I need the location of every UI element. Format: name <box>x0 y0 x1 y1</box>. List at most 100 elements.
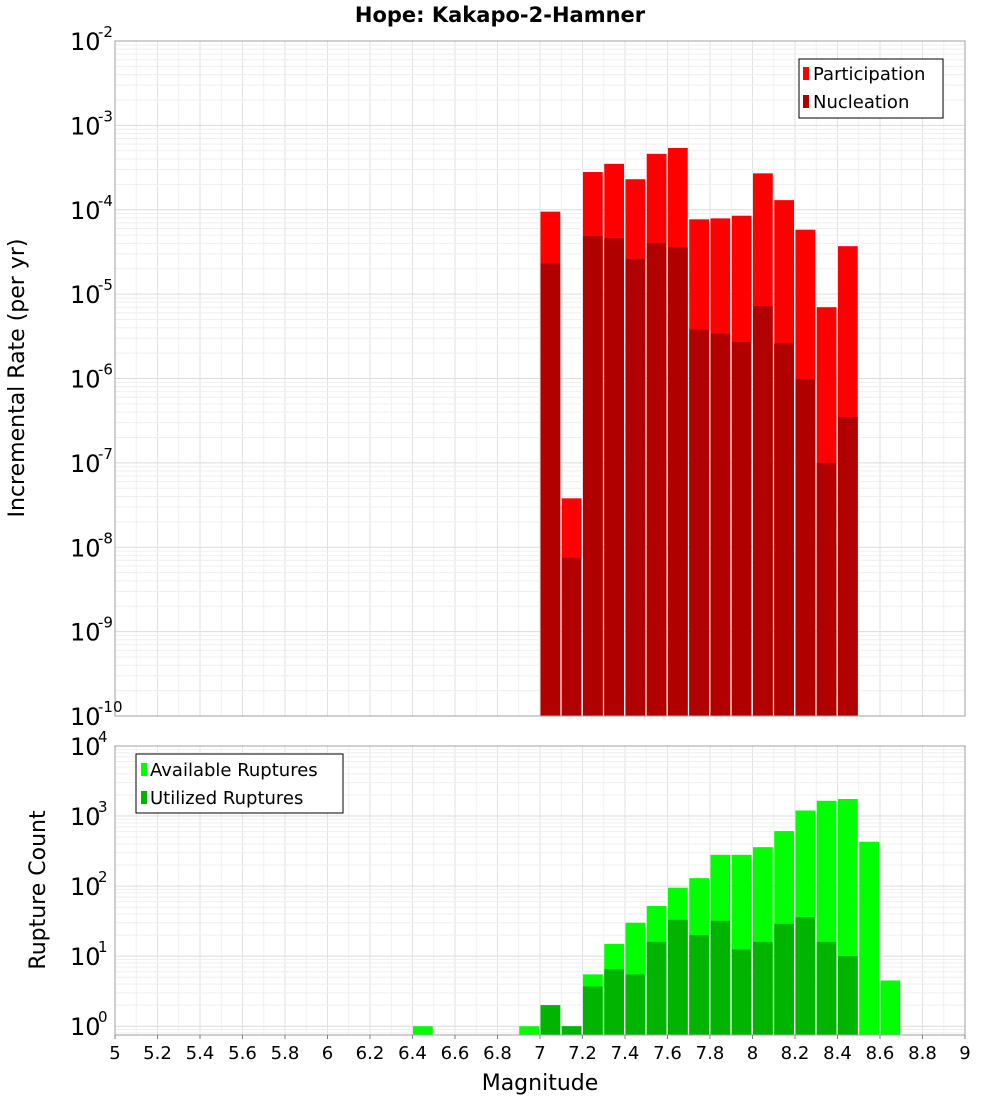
legend-swatch-participation <box>803 67 809 80</box>
bar-nucleation-7_45 <box>625 259 646 716</box>
count-y-tick-label: 10 <box>70 733 101 761</box>
count-y-tick-exponent: 2 <box>98 868 108 886</box>
bar-utilized-ruptures-7_15 <box>561 1026 582 1035</box>
rate-y-tick-label: 10 <box>70 197 101 225</box>
rate-y-tick-label: 10 <box>70 534 101 562</box>
bar-nucleation-8_25 <box>795 379 816 716</box>
x-tick-label: 5.8 <box>271 1043 300 1064</box>
x-tick-label: 5 <box>109 1043 120 1064</box>
bar-utilized-ruptures-7_75 <box>689 935 709 1035</box>
bar-utilized-ruptures-8_05 <box>753 941 773 1035</box>
x-tick-label: 7 <box>534 1043 545 1064</box>
x-tick-label: 6.8 <box>483 1043 512 1064</box>
x-tick-label: 6.6 <box>441 1043 470 1064</box>
count-y-tick-exponent: 4 <box>98 728 108 746</box>
bar-nucleation-7_55 <box>646 243 667 717</box>
legend-label-nucleation: Nucleation <box>813 92 909 113</box>
count-panel-legend: Available Ruptures Utilized Ruptures <box>135 753 344 814</box>
x-tick-label: 7.8 <box>696 1043 725 1064</box>
count-y-tick-exponent: 3 <box>98 798 108 816</box>
bar-utilized-ruptures-7_35 <box>604 969 624 1035</box>
legend-label-available-ruptures: Available Ruptures <box>150 760 318 781</box>
bar-utilized-ruptures-8_25 <box>795 917 816 1035</box>
count-panel-bars <box>413 799 901 1035</box>
x-tick-label: 8.4 <box>823 1043 852 1064</box>
x-axis-title: Magnitude <box>482 1071 599 1096</box>
rate-y-tick-exponent: -6 <box>98 361 113 379</box>
x-tick-label: 7.4 <box>611 1043 640 1064</box>
bar-utilized-ruptures-8_15 <box>774 923 794 1035</box>
bar-nucleation-8_45 <box>838 416 858 716</box>
bar-nucleation-7_65 <box>668 247 688 716</box>
rate-panel-legend-box <box>798 58 944 119</box>
x-tick-label: 8.8 <box>908 1043 937 1064</box>
bar-nucleation-8_15 <box>774 343 794 716</box>
bar-available-ruptures-6_95 <box>519 1026 539 1035</box>
bar-utilized-ruptures-8_45 <box>838 956 858 1035</box>
legend-swatch-available-ruptures <box>141 763 147 776</box>
rate-y-tick-exponent: -4 <box>98 192 113 210</box>
x-tick-label: 7.2 <box>568 1043 597 1064</box>
count-y-tick-exponent: 0 <box>98 1008 108 1026</box>
rate-y-tick-exponent: -8 <box>98 529 113 547</box>
bar-available-ruptures-6_45 <box>413 1026 433 1035</box>
bar-utilized-ruptures-7_55 <box>646 941 667 1035</box>
rate-panel-bars <box>540 147 858 717</box>
rate-y-tick-label: 10 <box>70 281 101 309</box>
count-panel-legend-box <box>135 753 344 814</box>
count-y-tick-label: 10 <box>70 1013 101 1041</box>
bar-nucleation-7_85 <box>710 333 731 716</box>
count-panel-grid <box>114 745 966 1035</box>
x-tick-label: 8.6 <box>866 1043 895 1064</box>
rate-panel-legend: Participation Nucleation <box>798 58 944 119</box>
x-tick-label: 8.2 <box>781 1043 810 1064</box>
x-tick-label: 5.4 <box>186 1043 215 1064</box>
bar-nucleation-7_75 <box>689 329 709 716</box>
x-axis-ticks: 5 5.2 5.4 5.6 5.8 6 6.2 6.4 6.6 6.8 7 7.2 7.4 7.6 7.8 8… <box>109 1035 971 1064</box>
rate-y-tick-label: 10 <box>70 112 101 140</box>
rate-y-tick-exponent: -5 <box>98 276 113 294</box>
rate-panel-frame <box>114 40 966 717</box>
bar-available-ruptures-8_55 <box>859 841 879 1035</box>
rate-y-tick-label: 10 <box>70 366 101 394</box>
rate-panel-grid <box>114 40 966 717</box>
bar-utilized-ruptures-7_85 <box>710 920 731 1035</box>
count-panel-y-axis-title: Rupture Count <box>26 810 51 970</box>
x-tick-label: 5.6 <box>228 1043 257 1064</box>
x-tick-label: 8 <box>747 1043 758 1064</box>
legend-swatch-utilized-ruptures <box>141 791 147 804</box>
bar-nucleation-7_15 <box>561 557 582 716</box>
rate-y-tick-label: 10 <box>70 619 101 647</box>
count-y-tick-label: 10 <box>70 873 101 901</box>
rate-y-tick-exponent: -3 <box>98 107 113 125</box>
bar-utilized-ruptures-7_95 <box>731 949 752 1035</box>
x-tick-label: 9 <box>959 1043 970 1064</box>
x-tick-label: 7.6 <box>653 1043 682 1064</box>
legend-label-utilized-ruptures: Utilized Ruptures <box>150 788 303 809</box>
rate-y-tick-label: 10 <box>70 703 101 731</box>
bar-nucleation-8_05 <box>753 306 773 716</box>
rate-y-tick-exponent: -2 <box>98 23 113 41</box>
rate-y-tick-label: 10 <box>70 28 101 56</box>
legend-swatch-nucleation <box>803 95 809 108</box>
bar-nucleation-7_35 <box>604 238 624 716</box>
bar-utilized-ruptures-7_45 <box>625 974 646 1035</box>
bar-nucleation-7_95 <box>731 342 752 716</box>
chart-title: Hope: Kakapo-2-Hamner <box>355 3 646 27</box>
rate-y-tick-exponent: -7 <box>98 445 113 463</box>
bar-available-ruptures-8_65 <box>880 980 901 1035</box>
x-tick-label: 6 <box>322 1043 333 1064</box>
rate-y-tick-exponent: -9 <box>98 614 113 632</box>
count-y-tick-exponent: 1 <box>98 938 108 956</box>
bar-utilized-ruptures-8_35 <box>816 941 837 1035</box>
bar-nucleation-8_35 <box>816 462 837 716</box>
count-y-tick-label: 10 <box>70 803 101 831</box>
x-tick-label: 6.2 <box>356 1043 385 1064</box>
rate-y-tick-exponent: -10 <box>98 698 123 716</box>
rate-panel-y-axis-title: Incremental Rate (per yr) <box>5 239 30 518</box>
bar-utilized-ruptures-7_65 <box>668 919 688 1035</box>
